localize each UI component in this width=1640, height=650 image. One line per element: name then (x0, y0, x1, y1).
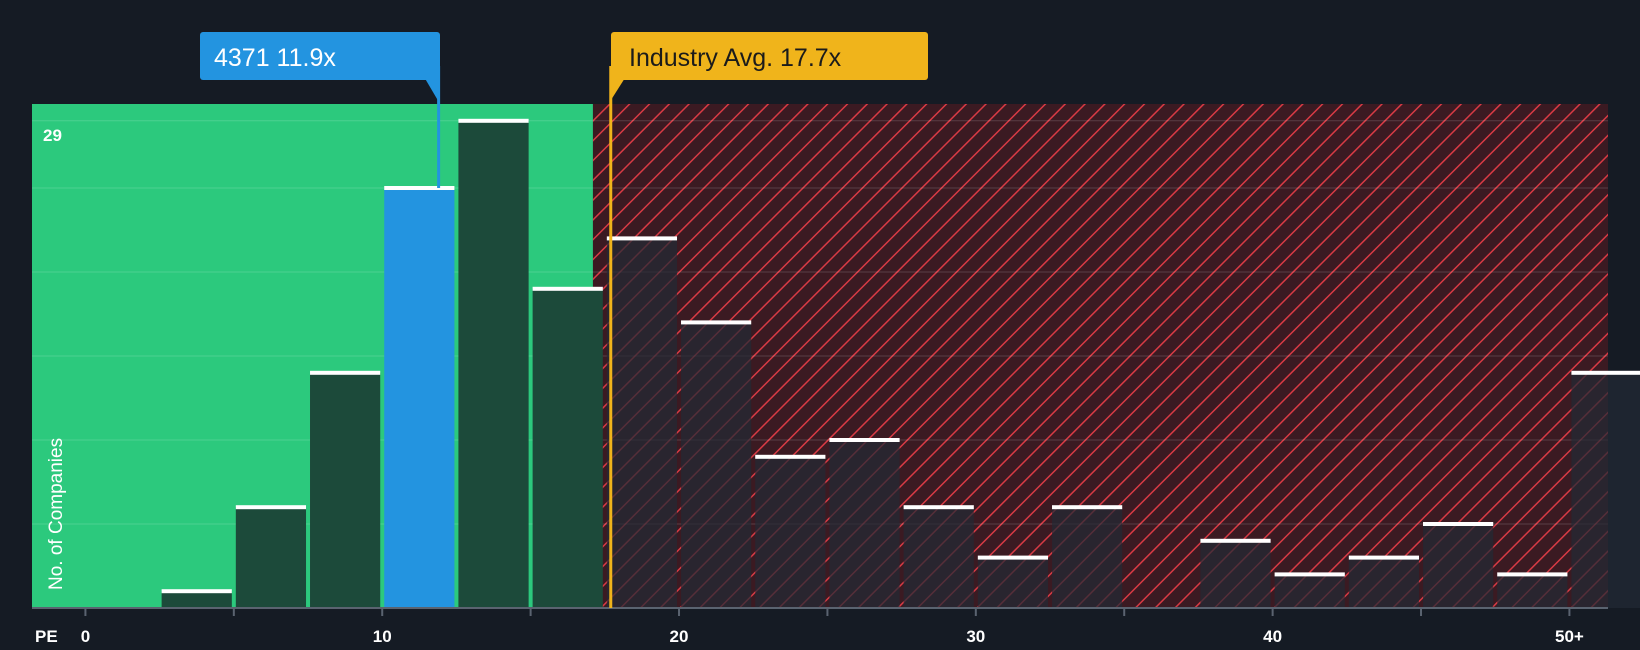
bar-bin-6 (606, 238, 678, 608)
bar-bin-10 (903, 507, 974, 608)
x-tick-label-10: 10 (373, 627, 392, 646)
bar-bin-5 (532, 288, 603, 608)
bar-bin-17 (1423, 524, 1494, 608)
company-callout-pointer (420, 70, 440, 104)
industry-callout-box (611, 32, 928, 80)
bar-cap-2 (310, 370, 381, 375)
histogram-bars (161, 118, 1640, 609)
bar-cap-17 (1423, 522, 1494, 526)
company-pe-marker: 4371 11.9x (200, 32, 441, 188)
bar-cap-0 (161, 589, 232, 594)
x-tick-label-20: 20 (670, 627, 689, 646)
bar-cap-1 (235, 505, 307, 510)
bar-bin-9 (829, 440, 900, 608)
bar-bin-18 (1497, 574, 1568, 608)
x-tick-label-40: 40 (1263, 627, 1282, 646)
bar-cap-15 (1274, 572, 1345, 577)
bar-bin-0 (161, 591, 232, 608)
bar-cap-3 (384, 186, 455, 190)
bar-cap-11 (977, 555, 1049, 560)
industry-callout-label: Industry Avg. 17.7x (629, 44, 842, 72)
x-axis-title: PE (35, 627, 58, 646)
bar-bin-14 (1200, 540, 1271, 608)
bar-cap-16 (1348, 555, 1420, 560)
bar-bin-7 (681, 322, 752, 608)
x-tick-label-0: 0 (81, 627, 90, 646)
bar-bin-4 (458, 120, 529, 609)
y-axis-title: No. of Companies (46, 438, 67, 590)
industry-average-marker: Industry Avg. 17.7x (609, 32, 928, 608)
bar-cap-5 (532, 286, 603, 291)
bar-bin-19 (1571, 372, 1640, 608)
bar-cap-4 (458, 118, 529, 123)
bar-cap-9 (829, 438, 900, 442)
company-callout-label: 4371 11.9x (214, 44, 336, 72)
company-callout-box (200, 32, 440, 80)
bar-bin-16 (1348, 557, 1420, 608)
bar-bin-8 (755, 456, 826, 608)
y-max-label: 29 (43, 126, 62, 145)
x-tick-label-50+: 50+ (1555, 627, 1584, 646)
bar-cap-18 (1497, 572, 1568, 577)
industry-callout-pointer (611, 70, 630, 100)
bar-bin-15 (1274, 574, 1345, 608)
bar-cap-14 (1200, 538, 1271, 543)
bar-bin-11 (977, 557, 1049, 608)
bar-cap-19 (1571, 370, 1640, 375)
bar-cap-8 (755, 454, 826, 459)
bar-bin-1 (235, 507, 307, 608)
bar-cap-7 (681, 320, 752, 325)
bar-bin-3 (384, 188, 455, 608)
bar-cap-12 (1052, 505, 1123, 510)
bar-cap-10 (903, 505, 974, 510)
x-tick-label-30: 30 (966, 627, 985, 646)
bar-bin-2 (310, 372, 381, 608)
x-axis-ticks: 0 10 20 30 40 50+ (81, 608, 1584, 646)
bar-bin-12 (1052, 507, 1123, 608)
bar-cap-6 (606, 236, 678, 241)
